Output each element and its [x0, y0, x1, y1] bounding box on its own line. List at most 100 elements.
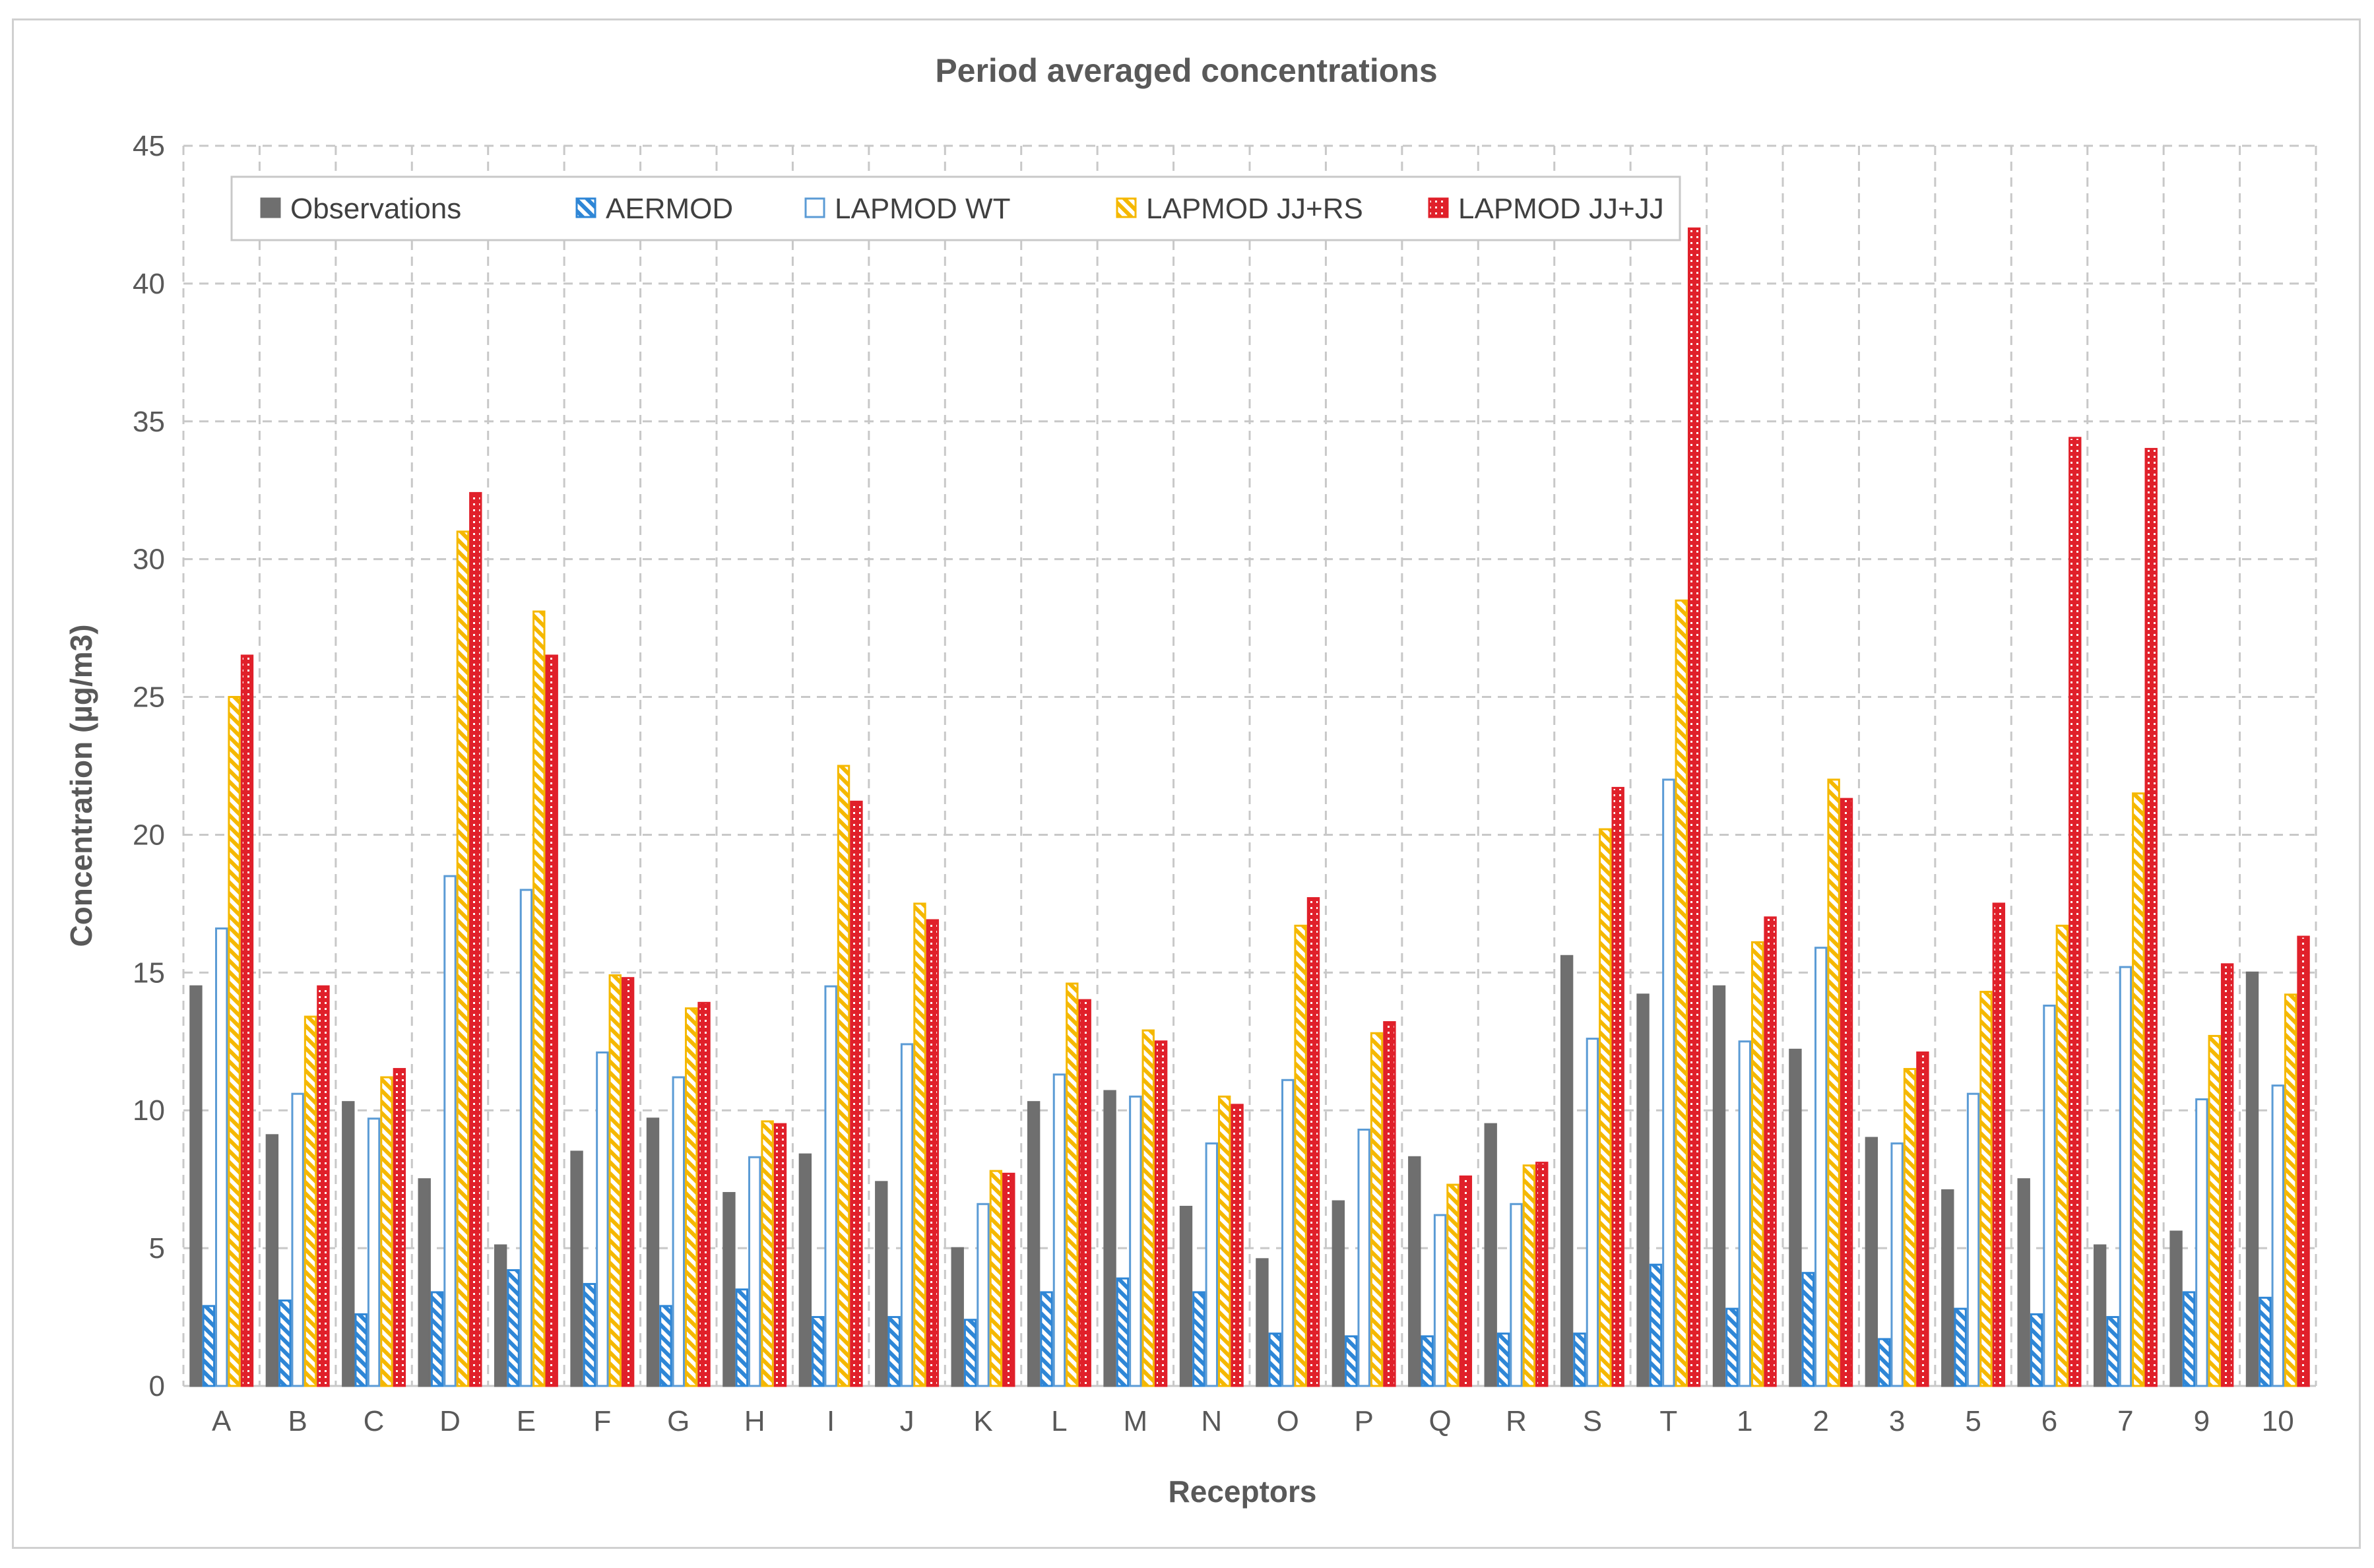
x-tick-label: S — [1583, 1405, 1602, 1437]
x-tick-label: N — [1201, 1405, 1222, 1437]
bar-aermod — [2030, 1313, 2043, 1387]
bar-observations — [875, 1181, 888, 1387]
bar-lapmod-jj-rs — [684, 1007, 698, 1387]
bar-lapmod-wt — [519, 889, 533, 1387]
bar-lapmod-jj-jj — [2069, 437, 2082, 1387]
bar-observations — [570, 1150, 583, 1387]
x-tick-label: 7 — [2117, 1405, 2133, 1437]
bar-aermod — [507, 1269, 520, 1387]
bar-lapmod-wt — [1433, 1214, 1447, 1387]
bar-observations — [646, 1117, 660, 1387]
bar-lapmod-wt — [2043, 1004, 2056, 1387]
bar-lapmod-jj-jj — [1154, 1040, 1168, 1387]
bar-lapmod-jj-jj — [2297, 935, 2310, 1387]
bar-lapmod-jj-jj — [773, 1123, 787, 1387]
bar-observations — [1560, 955, 1574, 1387]
bar-lapmod-jj-jj — [1992, 902, 2006, 1387]
bar-observations — [722, 1192, 736, 1387]
bar-lapmod-jj-rs — [1599, 828, 1612, 1387]
bar-observations — [342, 1101, 355, 1387]
bar-aermod — [2259, 1296, 2272, 1387]
x-tick-label: 3 — [1889, 1405, 1905, 1437]
bar-observations — [2017, 1178, 2030, 1387]
bar-aermod — [1268, 1333, 1282, 1387]
bar-lapmod-jj-rs — [2055, 924, 2069, 1387]
bar-lapmod-jj-rs — [380, 1076, 393, 1387]
bar-lapmod-wt — [596, 1051, 609, 1387]
legend-swatch — [1428, 197, 1449, 218]
bar-lapmod-jj-jj — [240, 654, 254, 1387]
x-axis-ticks: A B C D E F G H I J K L M N O P Q R S T 1 2 3 5 6 7 9 10 — [212, 1405, 2294, 1437]
y-tick-label: 5 — [149, 1232, 165, 1265]
bar-observations — [1027, 1101, 1041, 1387]
bar-observations — [1103, 1090, 1116, 1387]
bar-lapmod-jj-jj — [1231, 1104, 1244, 1387]
x-tick-label: F — [593, 1405, 611, 1437]
bar-lapmod-wt — [1814, 947, 1828, 1387]
bar-observations — [951, 1247, 964, 1387]
bar-lapmod-wt — [824, 985, 837, 1387]
bar-lapmod-jj-jj — [317, 985, 330, 1387]
bar-aermod — [1573, 1333, 1586, 1387]
bar-lapmod-jj-rs — [2132, 792, 2145, 1387]
bar-aermod — [2106, 1316, 2119, 1387]
bar-observations — [418, 1178, 431, 1387]
bar-observations — [2169, 1230, 2183, 1387]
bar-lapmod-wt — [748, 1156, 761, 1387]
y-tick-label: 15 — [133, 956, 165, 989]
bar-lapmod-jj-rs — [1370, 1032, 1384, 1387]
bar-aermod — [812, 1316, 825, 1387]
x-tick-label: O — [1277, 1405, 1299, 1437]
x-tick-label: J — [900, 1405, 914, 1437]
bar-lapmod-jj-rs — [1217, 1095, 1231, 1387]
bar-observations — [1331, 1200, 1345, 1387]
x-tick-label: C — [364, 1405, 385, 1437]
bar-lapmod-jj-jj — [545, 654, 558, 1387]
bar-aermod — [735, 1288, 749, 1387]
chart-title: Period averaged concentrations — [935, 52, 1437, 89]
x-tick-label: 10 — [2262, 1405, 2294, 1437]
bar-aermod — [1116, 1277, 1130, 1387]
bar-observations — [1484, 1123, 1497, 1387]
bars — [189, 227, 2310, 1387]
y-tick-label: 35 — [133, 406, 165, 438]
bar-lapmod-jj-jj — [393, 1068, 406, 1387]
x-tick-label: H — [744, 1405, 765, 1437]
bar-lapmod-jj-jj — [1764, 916, 1777, 1387]
bar-aermod — [1421, 1335, 1434, 1387]
bar-lapmod-jj-rs — [1066, 982, 1079, 1387]
bar-lapmod-jj-rs — [2284, 993, 2297, 1387]
x-tick-label: G — [667, 1405, 690, 1437]
bar-lapmod-jj-jj — [469, 491, 482, 1387]
bar-lapmod-wt — [1890, 1142, 1904, 1387]
x-tick-label: M — [1124, 1405, 1148, 1437]
x-tick-label: 5 — [1965, 1405, 1981, 1437]
x-tick-label: L — [1051, 1405, 1067, 1437]
bar-lapmod-jj-rs — [1141, 1029, 1155, 1387]
bar-aermod — [1040, 1291, 1053, 1387]
bar-lapmod-jj-rs — [456, 530, 470, 1387]
bar-observations — [2093, 1244, 2107, 1387]
bar-observations — [265, 1134, 279, 1387]
bar-observations — [1179, 1205, 1193, 1387]
bar-lapmod-jj-rs — [1750, 941, 1764, 1387]
bar-lapmod-wt — [977, 1203, 990, 1387]
bar-aermod — [659, 1305, 672, 1387]
y-tick-label: 25 — [133, 681, 165, 714]
bar-aermod — [202, 1305, 216, 1387]
bar-lapmod-jj-jj — [697, 1001, 711, 1387]
x-tick-label: 9 — [2194, 1405, 2210, 1437]
bar-observations — [1256, 1258, 1269, 1387]
bar-lapmod-wt — [2195, 1098, 2208, 1387]
bar-lapmod-jj-jj — [1916, 1051, 1929, 1387]
bar-lapmod-jj-rs — [1827, 778, 1840, 1387]
bar-lapmod-jj-rs — [2208, 1034, 2221, 1387]
bar-lapmod-wt — [367, 1117, 381, 1387]
bar-observations — [2245, 971, 2259, 1387]
y-tick-label: 10 — [133, 1094, 165, 1127]
bar-observations — [1408, 1156, 1421, 1387]
bar-lapmod-jj-rs — [1522, 1164, 1536, 1387]
bar-lapmod-jj-jj — [1687, 227, 1701, 1387]
legend-swatch — [575, 197, 596, 218]
bar-lapmod-wt — [1738, 1040, 1751, 1387]
